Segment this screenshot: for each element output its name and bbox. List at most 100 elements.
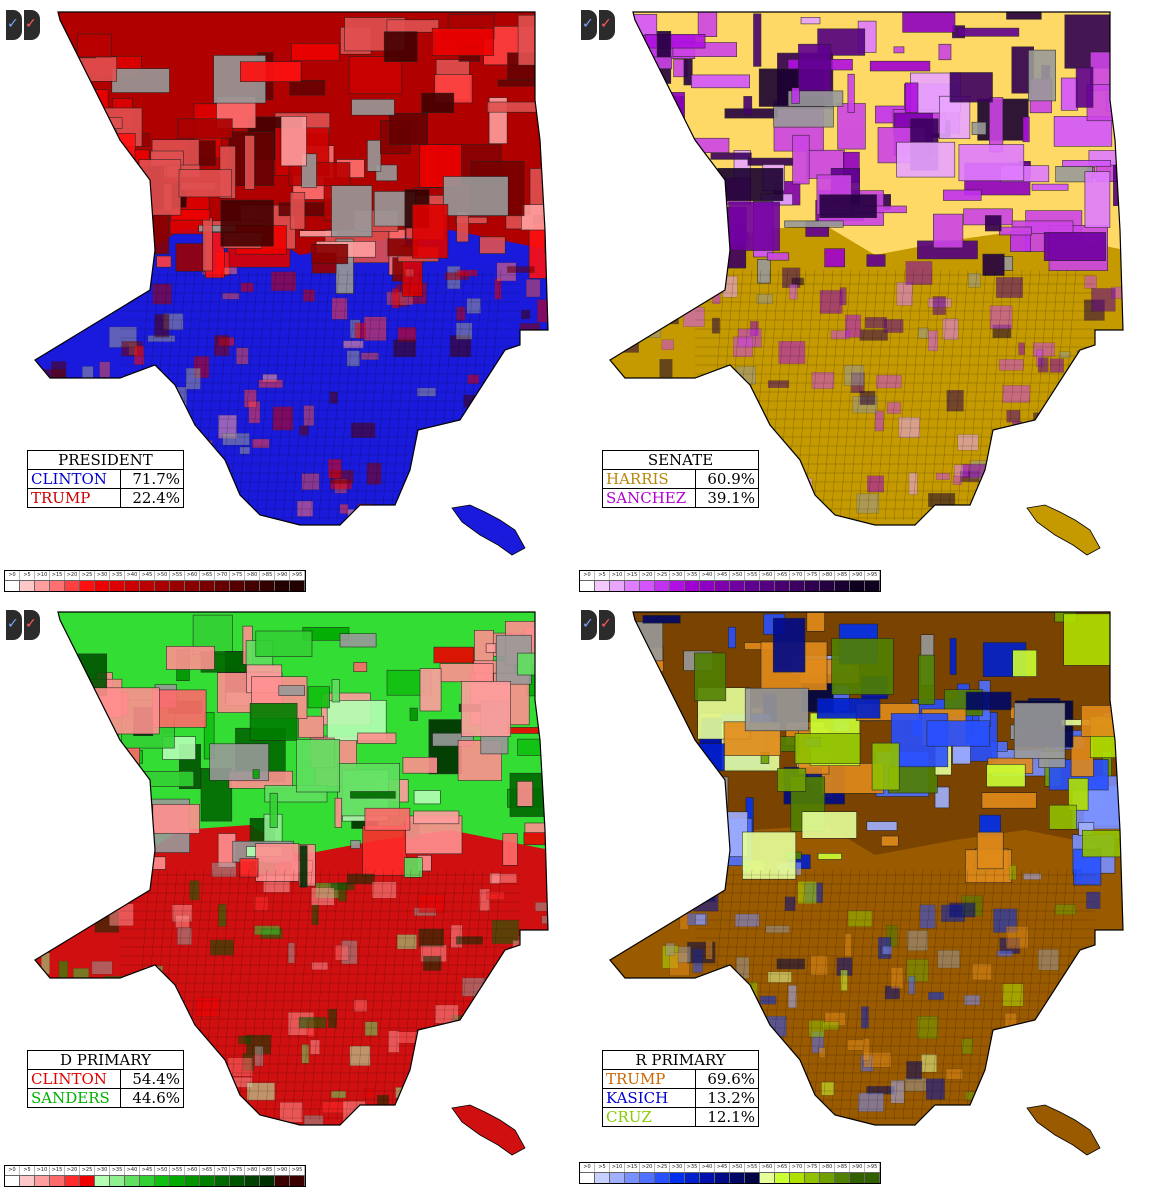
precinct bbox=[801, 811, 858, 839]
precinct bbox=[535, 902, 548, 912]
precinct bbox=[377, 1094, 390, 1111]
precinct bbox=[949, 902, 976, 918]
precinct bbox=[156, 255, 172, 268]
candidate-percent: 39.1% bbox=[695, 488, 759, 508]
scale-swatch bbox=[805, 1172, 820, 1183]
scale-swatch bbox=[745, 1172, 760, 1183]
scale-label: >10 bbox=[610, 1163, 625, 1172]
precinct bbox=[617, 1010, 629, 1017]
scale-swatch bbox=[670, 580, 685, 591]
precinct bbox=[525, 279, 541, 298]
precinct bbox=[252, 438, 270, 449]
scale-label: >5 bbox=[595, 1163, 610, 1172]
scale-label: >55 bbox=[745, 1163, 760, 1172]
race-title: D PRIMARY bbox=[27, 1050, 184, 1070]
scale-swatch bbox=[625, 580, 640, 591]
scale-label: >20 bbox=[640, 1163, 655, 1172]
catalina-island bbox=[1026, 1104, 1101, 1156]
precinct bbox=[847, 73, 855, 113]
precinct bbox=[502, 833, 518, 866]
scale-swatch bbox=[215, 1175, 230, 1186]
precinct bbox=[1105, 93, 1123, 112]
precinct bbox=[222, 433, 250, 446]
precinct bbox=[869, 60, 931, 72]
candidate-percent: 69.6% bbox=[695, 1069, 759, 1089]
precinct bbox=[239, 446, 251, 455]
precinct bbox=[904, 1077, 927, 1092]
precinct bbox=[503, 357, 525, 364]
precinct bbox=[535, 1078, 548, 1090]
candidate-row: CRUZ 12.1% bbox=[602, 1107, 759, 1127]
precinct bbox=[297, 500, 314, 517]
scale-swatch bbox=[820, 580, 835, 591]
scale-swatch bbox=[655, 1172, 670, 1183]
scale-label: >75 bbox=[805, 571, 820, 580]
precinct bbox=[736, 956, 750, 979]
precinct bbox=[627, 92, 685, 119]
precinct bbox=[696, 259, 707, 267]
scale-label: >90 bbox=[850, 1163, 865, 1172]
precinct bbox=[453, 529, 469, 552]
scale-swatch bbox=[820, 1172, 835, 1183]
precinct bbox=[669, 743, 725, 771]
precinct bbox=[405, 1129, 412, 1142]
precinct bbox=[630, 14, 658, 36]
scale-swatch bbox=[5, 1175, 20, 1186]
precinct bbox=[871, 742, 900, 791]
precinct bbox=[456, 211, 469, 243]
precinct bbox=[1014, 1085, 1027, 1097]
precinct bbox=[946, 390, 964, 412]
candidate-percent: 60.9% bbox=[695, 469, 759, 489]
scale-label: >35 bbox=[685, 1163, 700, 1172]
precinct bbox=[711, 393, 727, 404]
precinct bbox=[1012, 649, 1038, 677]
precinct bbox=[943, 189, 982, 201]
precinct bbox=[127, 382, 140, 404]
candidate-percent: 13.2% bbox=[695, 1088, 759, 1108]
precinct bbox=[617, 1003, 638, 1025]
precinct bbox=[382, 1110, 410, 1125]
scale-label: >40 bbox=[125, 571, 140, 580]
precinct bbox=[75, 1001, 102, 1015]
precinct bbox=[728, 201, 780, 251]
precinct bbox=[80, 874, 97, 889]
precinct bbox=[896, 282, 913, 306]
precinct bbox=[466, 298, 481, 314]
precinct bbox=[717, 168, 784, 202]
precinct bbox=[970, 1119, 978, 1125]
scale-label: >0 bbox=[5, 1166, 20, 1175]
precinct bbox=[513, 433, 524, 443]
scale-swatch bbox=[230, 580, 245, 591]
scale-swatch bbox=[655, 580, 670, 591]
precinct bbox=[632, 800, 656, 813]
precinct bbox=[672, 427, 688, 451]
precinct bbox=[706, 507, 728, 525]
scale-swatch bbox=[580, 1172, 595, 1183]
precinct bbox=[756, 294, 773, 304]
precinct bbox=[1119, 514, 1123, 525]
scale-label: >80 bbox=[820, 1163, 835, 1172]
precinct bbox=[798, 43, 832, 98]
precinct bbox=[1109, 435, 1121, 444]
results-table: SENATE HARRIS 60.9% SANCHEZ 39.1% bbox=[602, 450, 759, 508]
precinct bbox=[822, 1021, 840, 1031]
precinct bbox=[549, 465, 562, 485]
scale-label: >60 bbox=[760, 1163, 775, 1172]
scale-swatch bbox=[155, 1175, 170, 1186]
precinct bbox=[544, 360, 548, 371]
scale-label: >95 bbox=[290, 571, 305, 580]
precinct bbox=[757, 259, 771, 284]
precinct bbox=[71, 1019, 80, 1037]
logo-icon: ✓ ✓ bbox=[581, 10, 615, 40]
precinct bbox=[223, 267, 238, 275]
precinct bbox=[35, 54, 65, 85]
precinct bbox=[958, 144, 1025, 182]
precinct bbox=[396, 934, 417, 950]
precinct bbox=[926, 720, 990, 747]
precinct bbox=[162, 513, 190, 525]
precinct bbox=[690, 839, 715, 888]
precinct bbox=[972, 963, 992, 981]
precinct bbox=[303, 289, 316, 302]
precinct bbox=[92, 182, 131, 231]
precinct bbox=[981, 792, 1037, 809]
